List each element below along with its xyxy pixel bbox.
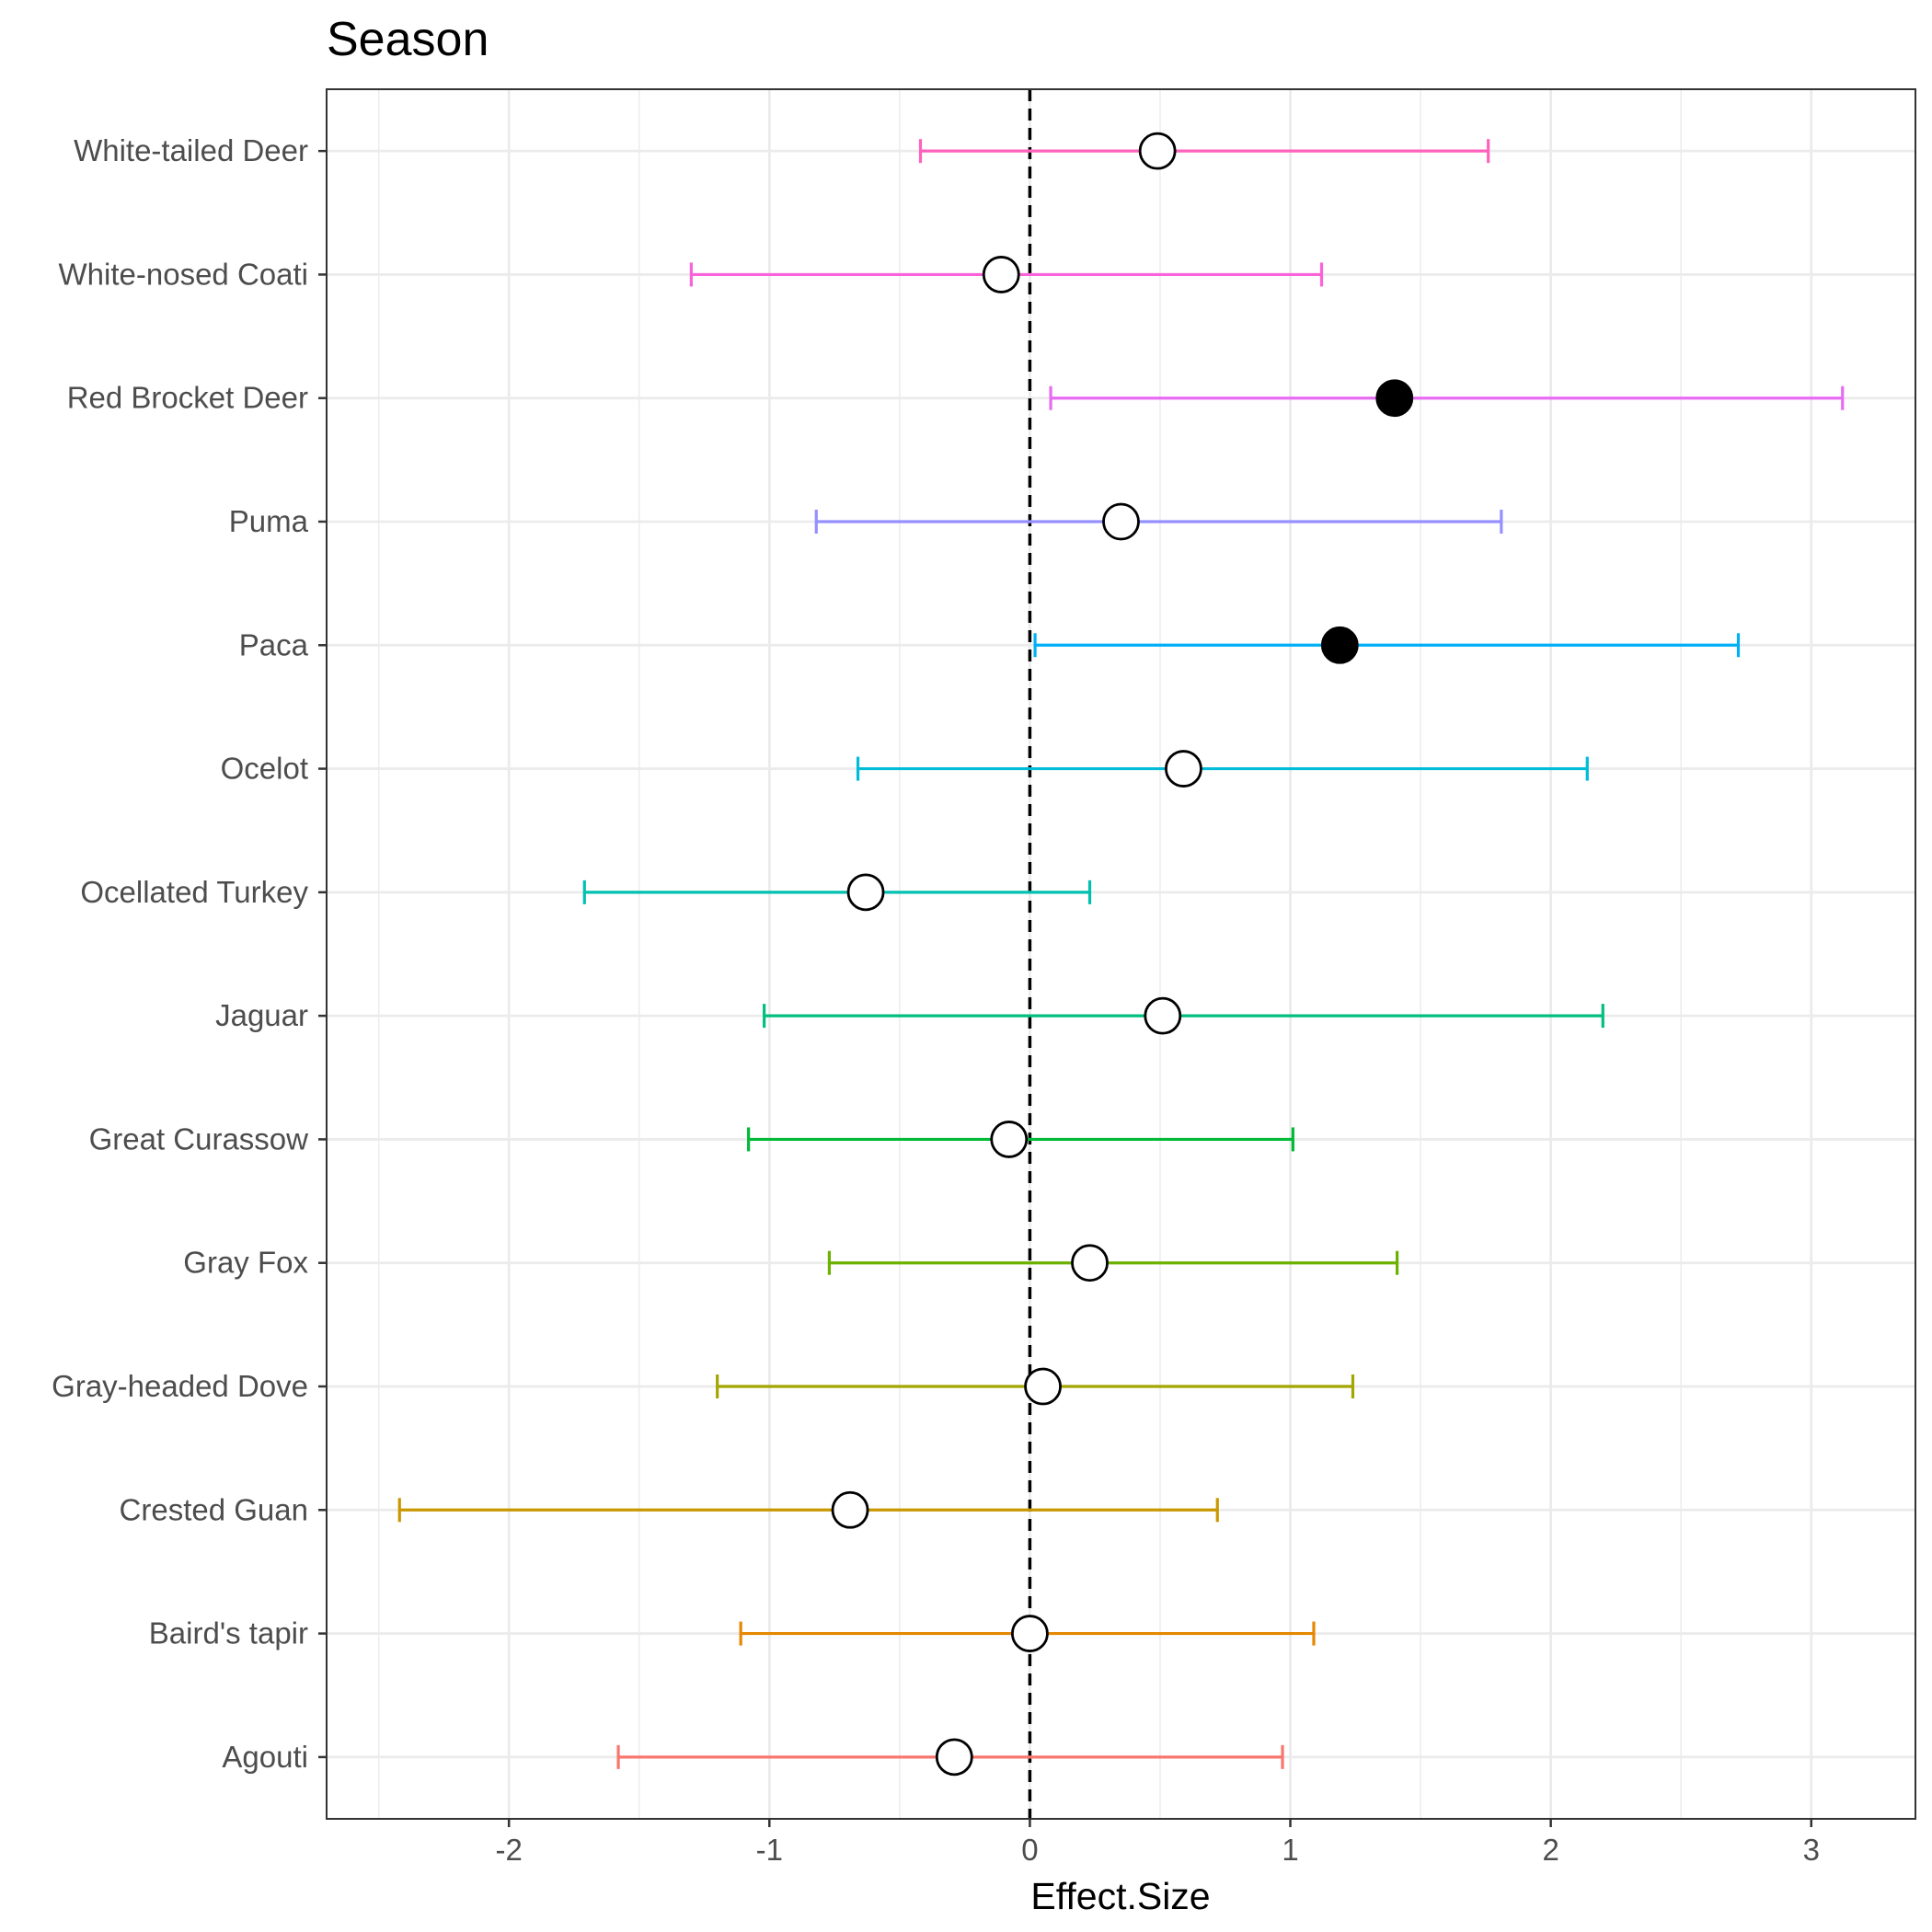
effect-point <box>990 1121 1029 1158</box>
effect-point <box>1138 132 1177 170</box>
effect-point <box>1071 1244 1109 1282</box>
y-tick-label: Red Brocket Deer <box>67 381 308 415</box>
error-bar <box>918 139 1490 164</box>
x-tick-label: 3 <box>1803 1833 1820 1867</box>
x-tick-label: 0 <box>1021 1833 1038 1867</box>
x-axis-title: Effect.Size <box>1030 1875 1210 1917</box>
y-tick-label: Ocelot <box>221 752 308 786</box>
x-tick-label: -1 <box>756 1833 783 1867</box>
effect-point <box>935 1738 973 1777</box>
effect-point <box>1024 1367 1062 1406</box>
minor-gridlines <box>377 89 1682 1819</box>
y-tick-label: Agouti <box>222 1740 308 1774</box>
effect-point <box>831 1490 869 1529</box>
x-tick-label: -2 <box>496 1833 523 1867</box>
y-axis: Agouti Baird's tapir Crested Guan Gray-head… <box>52 133 327 1774</box>
chart-title: Season <box>327 13 489 66</box>
effect-point <box>1375 379 1414 418</box>
effect-points <box>831 132 1414 1777</box>
x-axis: -2 -1 0 1 2 3 <box>496 1819 1820 1867</box>
y-tick-label: Great Curassow <box>89 1121 309 1156</box>
effect-point <box>1165 750 1202 788</box>
error-bar <box>827 1250 1399 1275</box>
effect-point <box>846 873 885 912</box>
effect-point <box>1320 626 1359 664</box>
error-bar <box>397 1498 1219 1523</box>
effect-point <box>1144 996 1182 1035</box>
effect-point <box>1102 502 1140 541</box>
y-tick-label: Puma <box>229 504 309 538</box>
y-tick-label: Jaguar <box>215 998 308 1032</box>
y-tick-label: Paca <box>239 627 309 661</box>
x-tick-label: 2 <box>1542 1833 1558 1867</box>
y-tick-label: Gray Fox <box>183 1246 308 1280</box>
error-bar <box>582 880 1092 904</box>
y-tick-label: Baird's tapir <box>149 1616 308 1650</box>
y-tick-label: Gray-headed Dove <box>52 1369 308 1403</box>
error-bar <box>763 1004 1604 1029</box>
plot-panel <box>327 89 1915 1819</box>
y-tick-label: Crested Guan <box>120 1492 308 1526</box>
error-bar <box>1033 633 1741 658</box>
error-bars <box>397 139 1845 1769</box>
effect-point <box>1011 1615 1049 1652</box>
error-bar <box>856 756 1589 781</box>
y-tick-label: Ocellated Turkey <box>80 875 308 909</box>
effect-point <box>982 256 1020 293</box>
panel-border <box>326 88 1916 1820</box>
x-tick-label: 1 <box>1282 1833 1298 1867</box>
y-tick-label: White-tailed Deer <box>74 133 308 167</box>
error-bar <box>1049 385 1845 410</box>
error-bar <box>814 510 1503 534</box>
y-tick-label: White-nosed Coati <box>59 257 308 291</box>
